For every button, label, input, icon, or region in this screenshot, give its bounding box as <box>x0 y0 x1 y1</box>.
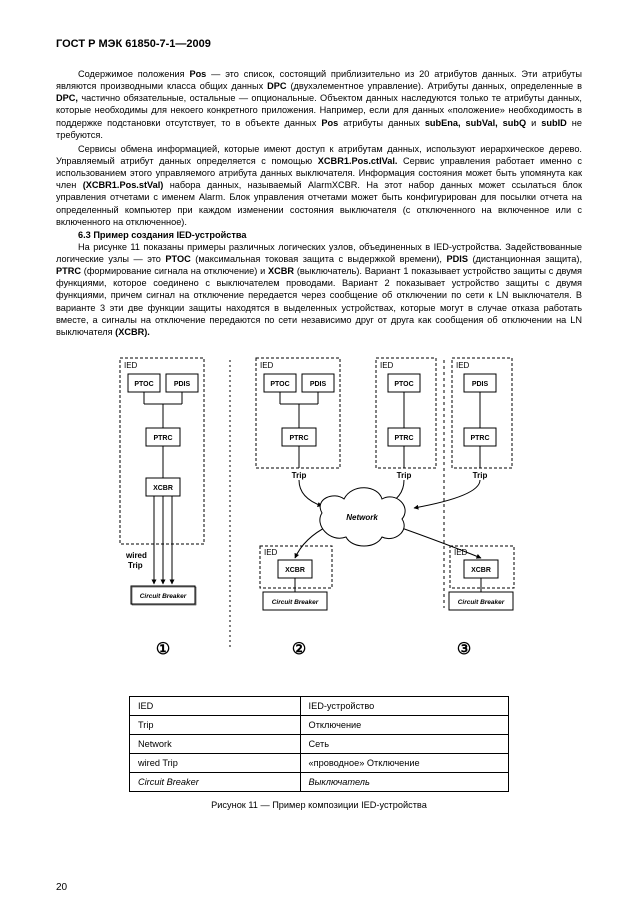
page-number: 20 <box>56 882 67 893</box>
ptrc-box: PTRC <box>153 435 172 442</box>
svg-text:PDIS: PDIS <box>472 381 489 388</box>
bold: XCBR1.Pos.ctIVal. <box>318 156 398 166</box>
bold: subEna, subVal, subQ <box>425 118 526 128</box>
wired-trip-l1: wired <box>125 551 147 560</box>
svg-text:IED: IED <box>454 548 468 557</box>
svg-text:PTOC: PTOC <box>394 381 413 388</box>
ptoc-box: PTOC <box>134 381 153 388</box>
table-row: NetworkСеть <box>130 734 509 753</box>
svg-text:PTOC: PTOC <box>270 381 289 388</box>
bold: Pos <box>189 69 206 79</box>
table-cell: Circuit Breaker <box>130 772 301 791</box>
table-cell: Trip <box>130 715 301 734</box>
network-cloud: Network <box>320 488 405 546</box>
text: (двухэлементное управление). Атрибуты да… <box>287 81 582 91</box>
bold: subID <box>541 118 567 128</box>
svg-text:Circuit Breaker: Circuit Breaker <box>272 599 319 606</box>
pdis-box: PDIS <box>174 381 191 388</box>
bold: DPC <box>267 81 286 91</box>
bold: (XCBR). <box>115 327 150 337</box>
table-cell: Выключатель <box>300 772 508 791</box>
bold: XCBR <box>268 266 294 276</box>
document-header: ГОСТ Р МЭК 61850-7-1—2009 <box>56 38 582 50</box>
bold: (XCBR1.Pos.stVal) <box>83 180 164 190</box>
text: атрибуты данных <box>338 118 425 128</box>
text: Содержимое положения <box>78 69 189 79</box>
wired-trip-l2: Trip <box>128 561 143 570</box>
table-cell: Сеть <box>300 734 508 753</box>
svg-text:PTRC: PTRC <box>470 435 489 442</box>
diagram-svg: IED PTOC PDIS PTRC XCBR w <box>104 348 534 688</box>
bold: DPC, <box>56 93 78 103</box>
variant-1: IED PTOC PDIS PTRC XCBR w <box>120 358 204 605</box>
section-title: 6.3 Пример создания IED-устройства <box>56 230 582 240</box>
svg-text:Trip: Trip <box>473 471 488 480</box>
network-label: Network <box>346 513 378 522</box>
svg-text:IED: IED <box>456 361 470 370</box>
svg-text:PTRC: PTRC <box>289 435 308 442</box>
legend-body: IEDIED-устройствоTripОтключениеNetworkСе… <box>130 696 509 791</box>
variant-2: IED PTOC PDIS PTRC Trip IED XCBR <box>256 358 340 610</box>
table-cell: Network <box>130 734 301 753</box>
text: и <box>526 118 541 128</box>
svg-text:Circuit Breaker: Circuit Breaker <box>458 599 505 606</box>
bold: PDIS <box>447 254 468 264</box>
svg-text:XCBR: XCBR <box>471 567 491 574</box>
svg-text:PTRC: PTRC <box>394 435 413 442</box>
table-cell: «проводное» Отключение <box>300 753 508 772</box>
table-cell: IED-устройство <box>300 696 508 715</box>
table-row: IEDIED-устройство <box>130 696 509 715</box>
bold: PTOC <box>165 254 190 264</box>
table-row: Circuit BreakerВыключатель <box>130 772 509 791</box>
text: (максимальная токовая защита с выдержкой… <box>191 254 447 264</box>
svg-text:IED: IED <box>264 548 278 557</box>
variant-num-3: ③ <box>457 641 471 658</box>
variant-num-2: ② <box>292 641 306 658</box>
svg-text:Trip: Trip <box>397 471 412 480</box>
figure-11: IED PTOC PDIS PTRC XCBR w <box>56 348 582 688</box>
bold: Pos <box>321 118 338 128</box>
xcbr-box: XCBR <box>153 485 173 492</box>
figure-caption: Рисунок 11 — Пример композиции IED-устро… <box>56 800 582 810</box>
table-cell: Отключение <box>300 715 508 734</box>
table-cell: wired Trip <box>130 753 301 772</box>
table-cell: IED <box>130 696 301 715</box>
text: (формирование сигнала на отключение) и <box>81 266 268 276</box>
variant-num-1: ① <box>156 641 170 658</box>
svg-text:Trip: Trip <box>292 471 307 480</box>
svg-text:PDIS: PDIS <box>310 381 327 388</box>
bold: PTRC <box>56 266 81 276</box>
paragraph-3: На рисунке 11 показаны примеры различных… <box>56 241 582 338</box>
svg-text:IED: IED <box>380 361 394 370</box>
paragraph-1: Содержимое положения Pos — это список, с… <box>56 68 582 141</box>
text: (дистанционная защита), <box>468 254 582 264</box>
cb-label: Circuit Breaker <box>140 593 187 600</box>
paragraph-2: Сервисы обмена информацией, которые имею… <box>56 143 582 228</box>
table-row: wired Trip«проводное» Отключение <box>130 753 509 772</box>
table-row: TripОтключение <box>130 715 509 734</box>
ied-label-2: IED <box>260 361 274 370</box>
legend-table: IEDIED-устройствоTripОтключениеNetworkСе… <box>129 696 509 792</box>
svg-text:XCBR: XCBR <box>285 567 305 574</box>
ied-label: IED <box>124 361 138 370</box>
